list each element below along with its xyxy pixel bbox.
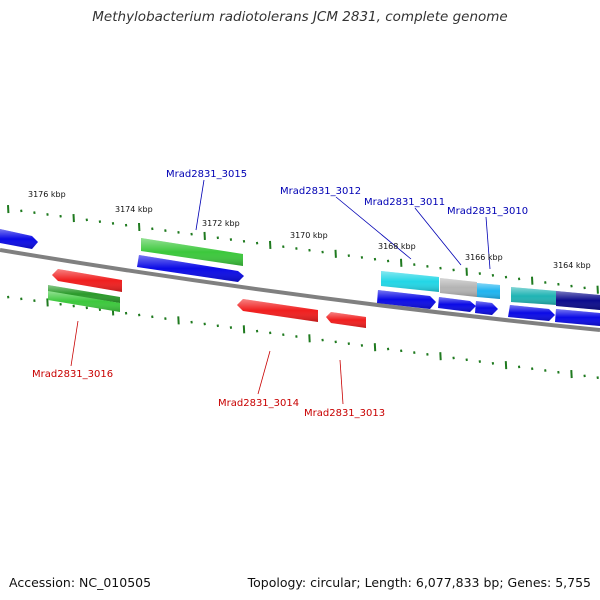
gene-label: Mrad2831_3013	[304, 408, 385, 419]
leader-line	[414, 207, 462, 266]
gene-arrow-3015-shading	[137, 255, 244, 282]
gene-bar-3011-cds-shading	[440, 278, 477, 297]
gene-bar-3015-cds-shading	[141, 238, 243, 266]
label-leader-lines	[70, 179, 491, 405]
gene-arrow-3014-shading	[237, 299, 318, 322]
gene-label: Mrad2831_3010	[447, 206, 528, 217]
outer-kbp-ticks	[7, 205, 599, 294]
kbp-labels: 3176 kbp 3174 kbp 3172 kbp 3170 kbp 3168 kbp…	[28, 190, 591, 270]
gene-label: Mrad2831_3016	[32, 369, 113, 380]
kbp-label: 3170 kbp	[290, 231, 328, 240]
leader-line	[195, 179, 205, 231]
gene-features	[0, 229, 600, 328]
map-title: Methylobacterium radiotolerans JCM 2831,…	[92, 9, 508, 25]
topology-text: Topology: circular; Length: 6,077,833 bp…	[247, 575, 591, 590]
accession-text: Accession: NC_010505	[9, 575, 152, 590]
kbp-label: 3174 kbp	[115, 205, 153, 214]
gene-bar-3010-cds-shading	[477, 283, 500, 299]
gene-bar-3016-cds-shading	[48, 291, 120, 312]
leader-line	[257, 350, 271, 395]
leader-line	[485, 216, 491, 270]
gene-bar-teal-cds-shading	[511, 287, 557, 305]
kbp-label: 3168 kbp	[378, 242, 416, 251]
inner-kbp-ticks	[7, 295, 599, 380]
gene-label: Mrad2831_3014	[218, 398, 299, 409]
gene-bar-3012-cds-shading	[381, 271, 439, 292]
gene-labels: Mrad2831_3015Mrad2831_3012Mrad2831_3011M…	[32, 169, 528, 419]
kbp-label: 3166 kbp	[465, 253, 503, 262]
kbp-label: 3164 kbp	[553, 261, 591, 270]
gene-arrow-3011-shading	[438, 297, 476, 312]
gene-label: Mrad2831_3012	[280, 186, 361, 197]
gene-arrow-forward-shading	[0, 229, 38, 249]
gene-arrow-reverse-shading	[52, 269, 122, 292]
genome-backbone	[0, 248, 600, 332]
gene-label: Mrad2831_3011	[364, 197, 445, 208]
kbp-label: 3176 kbp	[28, 190, 66, 199]
gene-arrow-forward-shading	[555, 309, 600, 326]
gene-arrow-3012-shading	[377, 290, 436, 309]
gene-arrow-3013-shading	[326, 312, 366, 328]
gene-bar-3016-dark-shading	[48, 285, 120, 303]
gene-bar-navy-cds-shading	[556, 291, 600, 310]
leader-line	[70, 320, 79, 367]
gene-label: Mrad2831_3015	[166, 169, 247, 180]
leader-line	[335, 196, 412, 260]
leader-line	[339, 359, 344, 405]
gene-arrow-3010-shading	[475, 301, 498, 315]
gene-arrow-forward-shading	[508, 305, 555, 321]
kbp-label: 3172 kbp	[202, 219, 240, 228]
